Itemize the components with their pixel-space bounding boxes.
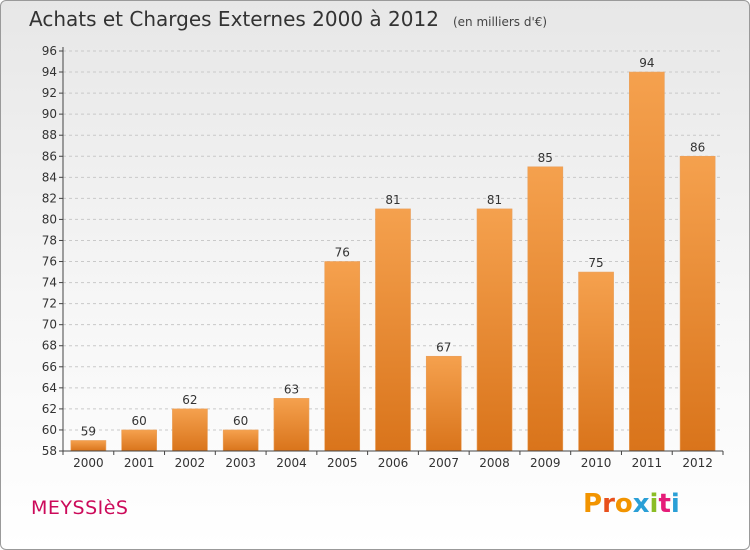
logo-letter: i — [670, 489, 680, 519]
logo-letter: r — [602, 489, 615, 519]
data-label: 62 — [182, 393, 197, 407]
y-tick-label: 86 — [42, 149, 57, 163]
logo-letter: o — [614, 489, 633, 519]
data-label: 75 — [588, 256, 603, 270]
bar — [629, 71, 665, 452]
y-tick-label: 78 — [42, 233, 57, 247]
bar — [375, 208, 411, 452]
y-tick-label: 64 — [42, 381, 57, 395]
y-tick-label: 96 — [42, 44, 57, 58]
y-tick-label: 92 — [42, 86, 57, 100]
bar — [324, 261, 361, 452]
y-tick-label: 58 — [42, 444, 57, 458]
bar — [476, 208, 513, 452]
bar — [679, 155, 716, 452]
logo-letter: x — [632, 489, 650, 519]
proxiti-logo: Proxiti — [583, 489, 680, 519]
bar — [578, 271, 614, 452]
x-tick-label: 2000 — [73, 456, 104, 470]
bar — [172, 408, 208, 452]
bar — [425, 355, 462, 452]
x-tick-label: 2004 — [276, 456, 307, 470]
commune-name: MEYSSIèS — [31, 497, 129, 519]
data-labels: 59 60 62 60 63 76 81 67 81 85 75 94 86 — [81, 56, 706, 438]
y-tick-label: 82 — [42, 191, 57, 205]
x-tick-label: 2011 — [632, 456, 663, 470]
y-tick-label: 88 — [42, 128, 57, 142]
bars — [70, 71, 716, 452]
x-tick-label: 2006 — [378, 456, 409, 470]
y-tick-label: 76 — [42, 255, 57, 269]
data-label: 59 — [81, 424, 96, 438]
x-tick-label: 2005 — [327, 456, 358, 470]
x-tick-label: 2007 — [428, 456, 459, 470]
bar — [527, 166, 564, 452]
data-label: 94 — [639, 56, 654, 70]
data-label: 81 — [487, 193, 502, 207]
logo-letter: t — [658, 489, 671, 519]
axes — [62, 47, 723, 452]
data-label: 85 — [538, 151, 553, 165]
x-tick-label: 2008 — [479, 456, 510, 470]
bar — [121, 429, 157, 452]
y-tick-label: 84 — [42, 170, 57, 184]
x-axis-ticks: 2000 2001 2002 2003 2004 2005 2006 2007 2008 2009… — [62, 451, 724, 470]
y-tick-label: 62 — [42, 402, 57, 416]
logo-letter: P — [583, 489, 603, 519]
data-label: 86 — [690, 140, 705, 154]
y-tick-label: 74 — [42, 276, 57, 290]
y-axis-ticks: 58 60 62 64 66 68 70 72 74 76 78 80 82 84 86 88 90 92 94 96 — [42, 44, 63, 458]
bar — [70, 440, 107, 452]
x-tick-label: 2003 — [225, 456, 256, 470]
logo-letter: i — [649, 489, 659, 519]
x-tick-label: 2009 — [530, 456, 561, 470]
data-label: 81 — [385, 193, 400, 207]
x-tick-label: 2010 — [581, 456, 612, 470]
bar — [222, 429, 259, 452]
bar — [273, 398, 310, 452]
y-tick-label: 72 — [42, 297, 57, 311]
chart-title: Achats et Charges Externes 2000 à 2012 (e… — [29, 7, 547, 31]
data-label: 76 — [335, 246, 350, 260]
y-tick-label: 94 — [42, 65, 57, 79]
x-tick-label: 2001 — [124, 456, 155, 470]
chart-title-text: Achats et Charges Externes 2000 à 2012 — [29, 7, 439, 31]
y-tick-label: 90 — [42, 107, 57, 121]
y-tick-label: 68 — [42, 339, 57, 353]
data-label: 63 — [284, 382, 299, 396]
data-label: 67 — [436, 340, 451, 354]
x-tick-label: 2012 — [682, 456, 713, 470]
data-label: 60 — [132, 414, 147, 428]
chart-unit: (en milliers d'€) — [452, 15, 548, 29]
y-tick-label: 80 — [42, 212, 57, 226]
y-tick-label: 66 — [42, 360, 57, 374]
y-tick-label: 70 — [42, 318, 57, 332]
data-label: 60 — [233, 414, 248, 428]
y-tick-label: 60 — [42, 423, 57, 437]
x-tick-label: 2002 — [175, 456, 206, 470]
